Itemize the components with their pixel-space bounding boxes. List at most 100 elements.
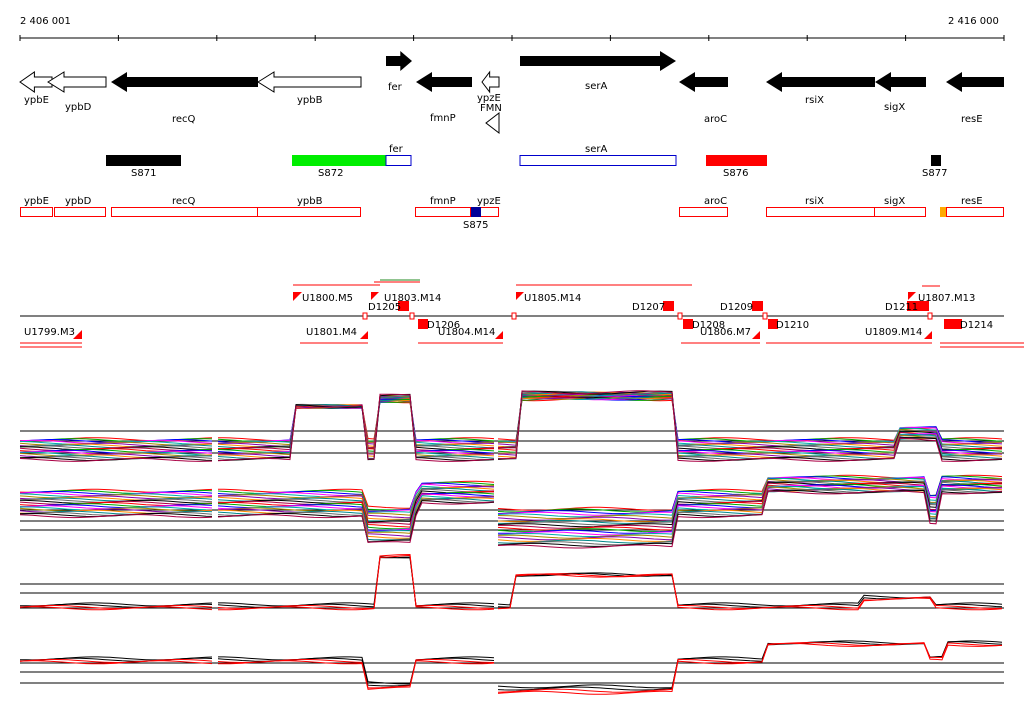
segment-label-S872: S872 bbox=[318, 168, 343, 179]
expression-trace bbox=[19, 504, 213, 509]
transcript-label-U1805[interactable]: U1805.M14 bbox=[524, 293, 581, 304]
expression-trace bbox=[497, 572, 1003, 607]
gene-arrow-resE bbox=[946, 72, 1004, 92]
gene-label-aroC[interactable]: aroC bbox=[704, 114, 727, 125]
gene-label-FMN[interactable]: FMN bbox=[480, 103, 502, 114]
transcript-label-U1804[interactable]: U1804.M14 bbox=[438, 327, 495, 338]
expression-trace bbox=[217, 492, 495, 530]
cds-box-aroC[interactable] bbox=[679, 207, 728, 217]
coordinate-ruler: 2 406 001 2 416 000 bbox=[19, 16, 1005, 41]
segment-track: S871 S872 fer serA S876 S877 bbox=[106, 144, 947, 179]
cds-label-ypbB: ypbB bbox=[297, 196, 323, 207]
gene-arrow-recQ bbox=[111, 72, 258, 92]
transcript-label-U1801[interactable]: U1801.M4 bbox=[306, 327, 357, 338]
gene-label-ypbE[interactable]: ypbE bbox=[24, 95, 49, 106]
transcript-junction bbox=[362, 312, 368, 320]
transcript-label-D1208[interactable]: D1208 bbox=[692, 320, 725, 331]
cds-label-ypbD: ypbD bbox=[65, 196, 92, 207]
gene-label-ypbB[interactable]: ypbB bbox=[297, 95, 323, 106]
transcript-label-U1803[interactable]: U1803.M14 bbox=[384, 293, 441, 304]
gene-label-recQ[interactable]: recQ bbox=[172, 114, 196, 125]
cds-box-sigX[interactable] bbox=[874, 207, 926, 217]
expression-trace bbox=[217, 498, 495, 541]
transcript-label-D1207[interactable]: D1207 bbox=[632, 302, 665, 313]
segment-fer-outline[interactable] bbox=[385, 155, 412, 166]
coord-end-label: 2 416 000 bbox=[948, 16, 999, 27]
transcript-start-flag bbox=[908, 292, 916, 300]
segment-label-S871: S871 bbox=[131, 168, 156, 179]
cds-box-fmnP[interactable] bbox=[415, 207, 471, 217]
gene-arrow-ypbD bbox=[47, 71, 107, 93]
transcript-end-flag bbox=[495, 331, 503, 339]
transcript-label-D1205[interactable]: D1205 bbox=[368, 302, 401, 313]
expression-trace bbox=[497, 392, 1003, 455]
gene-arrow-fer bbox=[386, 51, 412, 71]
expression-profiles bbox=[19, 390, 1004, 695]
gene-label-ypbD[interactable]: ypbD bbox=[65, 102, 92, 113]
cds-box-recQ[interactable] bbox=[111, 207, 258, 217]
transcript-junction bbox=[511, 312, 517, 320]
transcript-block bbox=[944, 319, 962, 329]
cds-label-ypbE: ypbE bbox=[24, 196, 49, 207]
transcript-label-D1214[interactable]: D1214 bbox=[960, 320, 993, 331]
transcript-label-U1799[interactable]: U1799.M3 bbox=[24, 327, 75, 338]
gene-label-serA[interactable]: serA bbox=[585, 81, 607, 92]
expression-trace bbox=[497, 573, 1003, 611]
gene-arrow-ypzE bbox=[481, 70, 500, 94]
segment-label-S877: S877 bbox=[922, 168, 947, 179]
gene-label-fmnP[interactable]: fmnP bbox=[430, 113, 456, 124]
transcript-shapes bbox=[20, 279, 1024, 348]
cds-box-resE[interactable] bbox=[946, 207, 1004, 217]
gene-label-rsiX[interactable]: rsiX bbox=[805, 95, 824, 106]
expression-trace bbox=[217, 393, 495, 462]
transcript-label-U1807[interactable]: U1807.M13 bbox=[918, 293, 975, 304]
transcript-start-flag bbox=[293, 292, 302, 301]
cds-box-ypbE[interactable] bbox=[20, 207, 53, 217]
transcript-block bbox=[752, 301, 763, 311]
transcript-start-flag bbox=[516, 292, 524, 300]
transcript-block bbox=[907, 301, 929, 311]
segment-S872[interactable] bbox=[292, 155, 386, 166]
segment-label-serA: serA bbox=[585, 144, 607, 155]
gene-track bbox=[19, 51, 1004, 135]
transcript-block bbox=[398, 301, 409, 311]
transcript-label-U1809[interactable]: U1809.M14 bbox=[865, 327, 922, 338]
expression-trace bbox=[19, 456, 213, 461]
gene-arrow-FMN bbox=[485, 111, 500, 135]
transcript-end-flag bbox=[360, 331, 368, 339]
gene-label-sigX[interactable]: sigX bbox=[884, 102, 905, 113]
transcript-label-U1806[interactable]: U1806.M7 bbox=[700, 327, 751, 338]
expression-trace bbox=[497, 390, 1003, 462]
transcript-junction bbox=[677, 312, 683, 320]
coord-start-label: 2 406 001 bbox=[20, 16, 71, 27]
transcript-label-D1206[interactable]: D1206 bbox=[427, 320, 460, 331]
transcript-junction bbox=[927, 312, 933, 320]
cds-label-fmnP: fmnP bbox=[430, 196, 456, 207]
expression-trace bbox=[19, 497, 213, 502]
expression-trace bbox=[497, 642, 1003, 695]
expression-trace bbox=[497, 396, 1003, 444]
expression-trace bbox=[497, 396, 1003, 444]
segment-S876[interactable] bbox=[706, 155, 767, 166]
gene-label-ypzE[interactable]: ypzE bbox=[477, 93, 501, 104]
gene-label-resE[interactable]: resE bbox=[961, 114, 983, 125]
transcript-block bbox=[418, 319, 428, 329]
gene-label-fer[interactable]: fer bbox=[388, 82, 403, 93]
transcript-label-D1209[interactable]: D1209 bbox=[720, 302, 753, 313]
segment-serA-outline[interactable] bbox=[519, 155, 677, 166]
gene-labels: ypbE ypbD recQ ypbB fer fmnP ypzE FMN se… bbox=[24, 81, 983, 125]
segment-S871[interactable] bbox=[106, 155, 181, 166]
transcript-block bbox=[663, 301, 674, 311]
transcript-label-D1210[interactable]: D1210 bbox=[776, 320, 809, 331]
transcript-label-U1800[interactable]: U1800.M5 bbox=[302, 293, 353, 304]
segment-S877[interactable] bbox=[931, 155, 941, 166]
cds-track: ypbE ypbD recQ ypbB fmnP ypzE aroC rsiX … bbox=[20, 196, 1004, 231]
gene-arrow-ypbB bbox=[257, 71, 362, 93]
cds-box-rsiX[interactable] bbox=[766, 207, 875, 217]
transcript-label-D1211[interactable]: D1211 bbox=[885, 302, 918, 313]
cds-marker-S875[interactable] bbox=[471, 207, 481, 217]
cds-box-ypbB[interactable] bbox=[257, 207, 361, 217]
cds-box-ypbD[interactable] bbox=[54, 207, 106, 217]
